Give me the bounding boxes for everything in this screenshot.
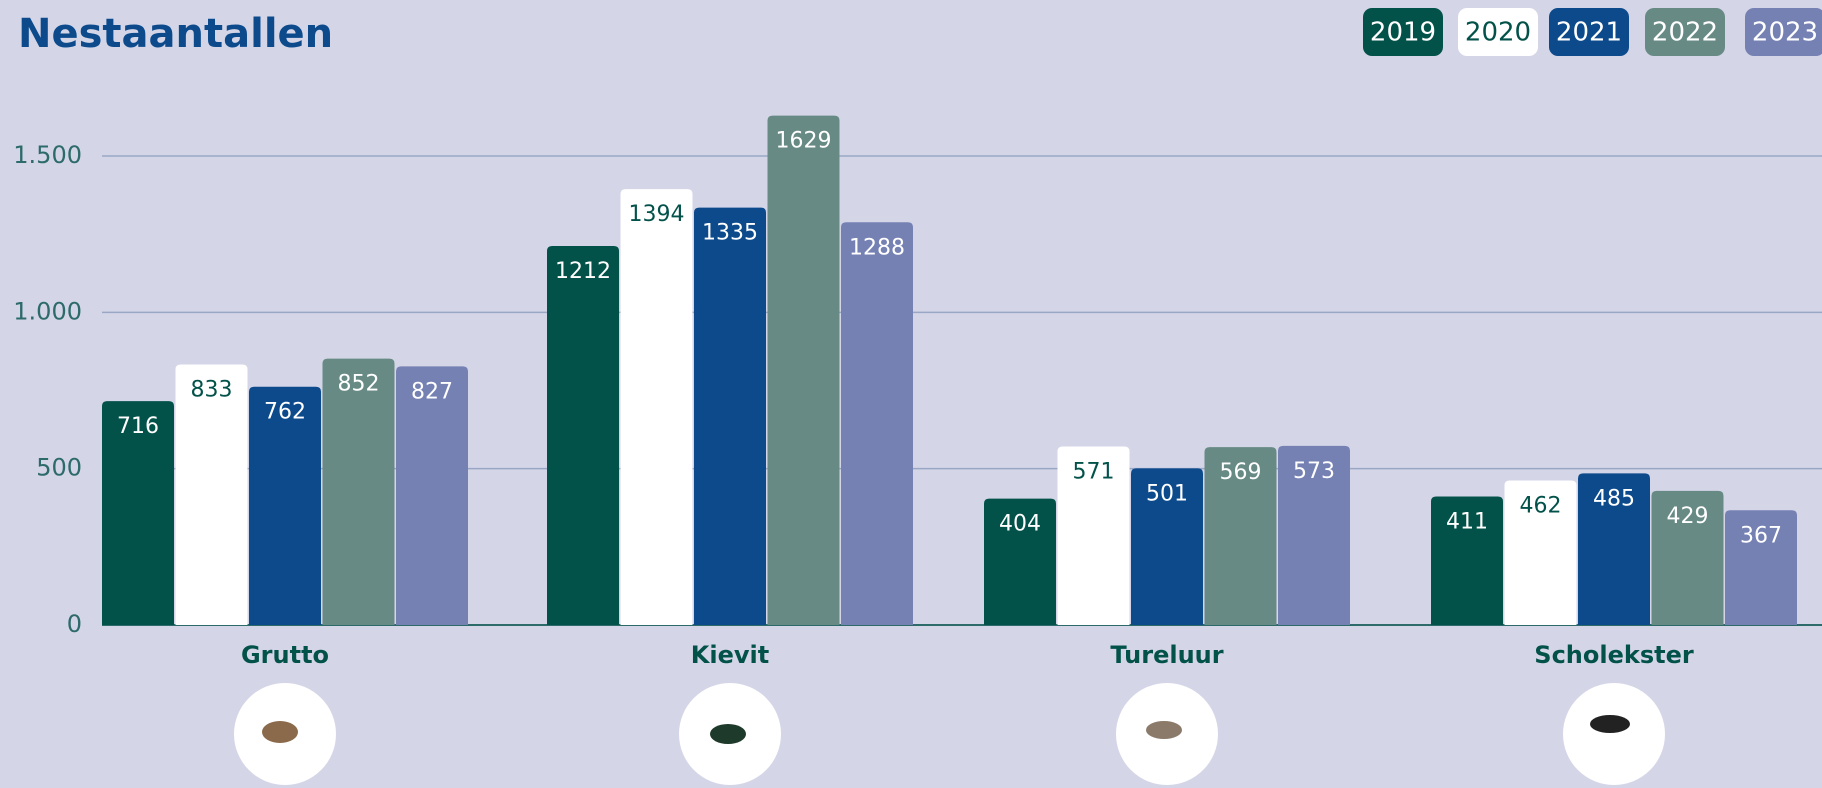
bar (396, 366, 468, 625)
bird-icon (1563, 683, 1665, 785)
bar (841, 222, 913, 625)
value-label: 1629 (776, 129, 832, 154)
bar (768, 116, 840, 625)
value-label: 569 (1220, 460, 1262, 485)
y-tick-label: 1.000 (13, 297, 82, 325)
bird-body (1590, 715, 1630, 733)
legend-label[interactable]: 2020 (1465, 18, 1531, 48)
bird-body (710, 724, 746, 744)
bar (547, 246, 619, 625)
value-label: 1212 (555, 259, 611, 284)
value-label: 367 (1740, 523, 1782, 548)
value-label: 429 (1667, 504, 1709, 529)
bar (176, 365, 248, 625)
y-tick-label: 0 (67, 610, 82, 638)
value-label: 827 (411, 379, 453, 404)
x-tick-label: Tureluur (1110, 641, 1223, 669)
value-label: 411 (1446, 509, 1488, 534)
legend-label[interactable]: 2019 (1370, 18, 1436, 48)
chart-title: Nestaantallen (18, 11, 333, 57)
x-tick-label: Kievit (691, 641, 769, 669)
value-label: 762 (264, 400, 306, 425)
legend-label[interactable]: 2022 (1652, 18, 1718, 48)
x-tick-label: Grutto (241, 641, 329, 669)
bar (694, 208, 766, 625)
value-label: 1394 (629, 202, 685, 227)
bird-body (1146, 721, 1182, 739)
legend-label[interactable]: 2023 (1752, 18, 1818, 48)
x-tick-label: Scholekster (1534, 641, 1694, 669)
chart: Nestaantallen 0 500 1.000 1.500 Grutto 716 833… (0, 0, 1822, 788)
value-label: 1288 (849, 235, 905, 260)
value-label: 852 (338, 372, 380, 397)
value-label: 573 (1293, 459, 1335, 484)
value-label: 1335 (702, 221, 758, 246)
bar (621, 189, 693, 625)
value-label: 501 (1146, 481, 1188, 506)
y-tick-label: 1.500 (13, 141, 82, 169)
bird-body (262, 721, 298, 743)
y-tick-label: 500 (36, 454, 82, 482)
bar (323, 359, 395, 625)
value-label: 833 (191, 378, 233, 403)
legend-label[interactable]: 2021 (1556, 18, 1622, 48)
page: Nestaantallen 0 500 1.000 1.500 Grutto 716 833… (0, 0, 1822, 788)
value-label: 716 (117, 414, 159, 439)
value-label: 485 (1593, 486, 1635, 511)
value-label: 571 (1073, 459, 1115, 484)
value-label: 462 (1520, 494, 1562, 519)
value-label: 404 (999, 512, 1041, 537)
